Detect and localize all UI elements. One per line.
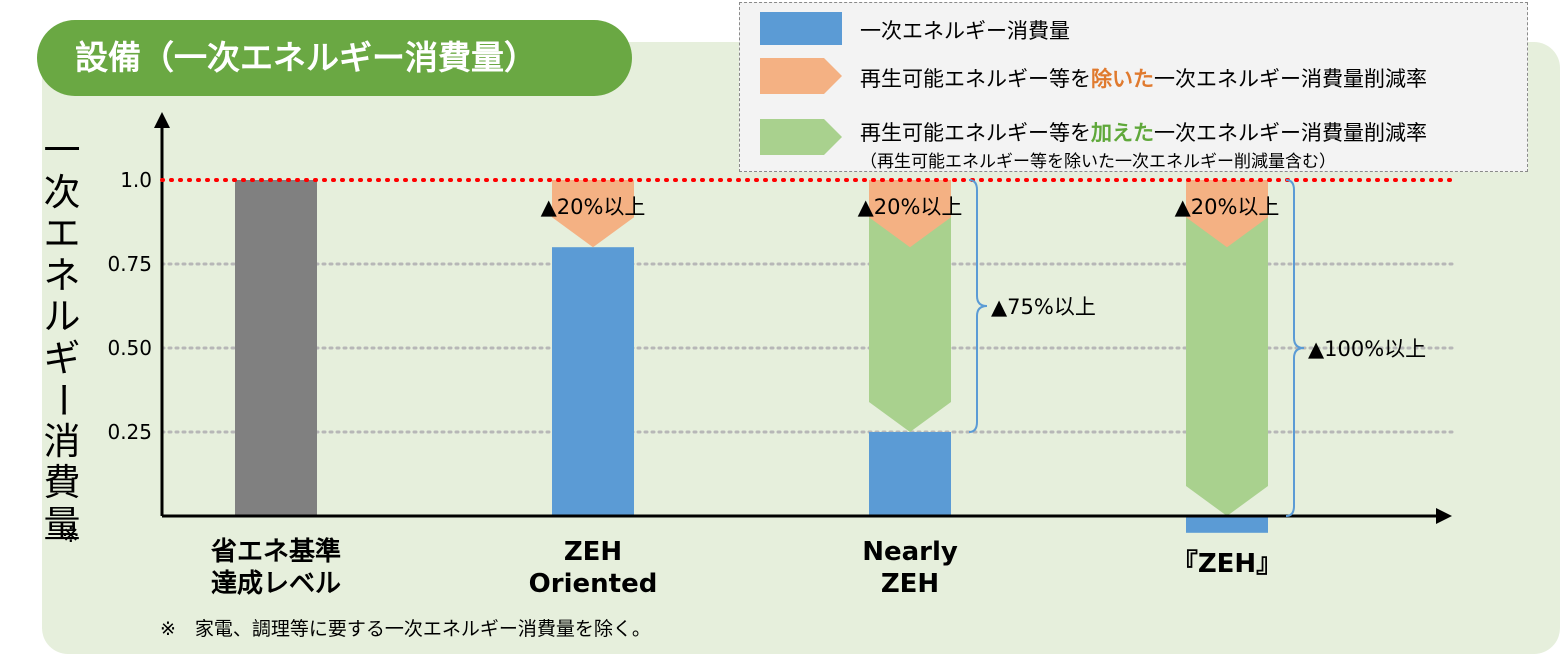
bar-consumption [1186,516,1268,533]
reduction-arrow-including-renewables [869,180,951,432]
x-category-label-line: Nearly [862,537,958,567]
y-axis-arrowhead [154,112,170,128]
legend-label-excluding-post: 一次エネルギー消費量削減率 [1154,67,1427,91]
legend-label-including-pre: 再生可能エネルギー等を [860,121,1091,145]
reduction-label-excluding: ▲20%以上 [858,195,963,219]
y-axis-label-char: 量 [43,502,81,546]
legend-label-including-post: 一次エネルギー消費量削減率 [1154,121,1427,145]
x-category-label-line: ZEH [880,569,940,599]
reduction-label-excluding: ▲20%以上 [541,195,646,219]
y-tick-label: 0.25 [107,420,152,444]
y-tick-label: 0.50 [107,336,152,360]
y-axis-label: 一次エネルギー消費量 [40,130,84,545]
legend-label-excluding-renewables: 再生可能エネルギー等を除いた一次エネルギー消費量削減率 [860,63,1427,93]
y-axis-label-char: ル [43,295,81,338]
y-tick-label: 0.75 [107,252,152,276]
legend-label-excluding-highlight: 除いた [1091,67,1154,91]
y-axis-label-note: ※ [62,523,80,547]
y-axis-label-char: 一 [43,129,81,172]
legend: 一次エネルギー消費量 再生可能エネルギー等を除いた一次エネルギー消費量削減率 再… [739,2,1528,172]
y-axis-label-char: エ [43,212,81,255]
reduction-arrow-including-renewables [1186,180,1268,516]
legend-swatch-including-renewables [760,119,842,155]
x-category-label-line: Oriented [528,569,658,599]
bar-consumption [869,432,951,516]
reduction-arrow-excluding-renewables [869,180,951,248]
y-axis-label-char: 消 [43,419,81,463]
x-category-label: ZEH Oriented [483,536,703,600]
x-category-label-line: 『ZEH』 [1171,549,1283,579]
reduction-arrow-excluding-renewables [1186,180,1268,248]
legend-swatch-excluding-renewables [760,58,842,94]
y-axis-label-char: 費 [43,461,81,504]
x-category-label-line: 省エネ基準 [210,537,341,567]
legend-swatch-consumption [760,12,842,45]
legend-label-including-renewables: 再生可能エネルギー等を加えた一次エネルギー消費量削減率 [860,117,1427,147]
x-category-label-line: ZEH [563,537,623,567]
reduction-label-excluding: ▲20%以上 [1175,195,1280,219]
footnote: ※ 家電、調理等に要する一次エネルギー消費量を除く。 [160,618,651,640]
legend-label-consumption: 一次エネルギー消費量 [860,19,1070,43]
reduction-brace [968,179,988,433]
x-category-label: 『ZEH』 [1117,548,1337,580]
page-title: 設備（一次エネルギー消費量） [37,20,632,96]
reduction-label-including: ▲75%以上 [991,295,1096,319]
x-axis-arrowhead [1436,508,1452,524]
reduction-label-including: ▲100%以上 [1308,337,1426,361]
y-axis-label-char: ネ [43,253,81,297]
y-axis-label-char: 次 [43,170,81,214]
bar-consumption [552,247,634,516]
y-tick-label: 1.0 [120,168,152,192]
x-category-label: Nearly ZEH [800,536,1020,600]
legend-label-excluding-pre: 再生可能エネルギー等を [860,67,1091,91]
x-category-label: 省エネ基準 達成レベル [166,536,386,600]
reduction-brace [1285,179,1305,517]
legend-sublabel-including-renewables: （再生可能エネルギー等を除いた一次エネルギー削減量含む） [860,152,1336,172]
bar-consumption [235,180,317,516]
x-category-label-line: 達成レベル [210,569,341,599]
reduction-arrow-excluding-renewables [552,180,634,248]
legend-label-including-highlight: 加えた [1091,121,1154,145]
y-axis-label-char: ギ [43,336,81,380]
